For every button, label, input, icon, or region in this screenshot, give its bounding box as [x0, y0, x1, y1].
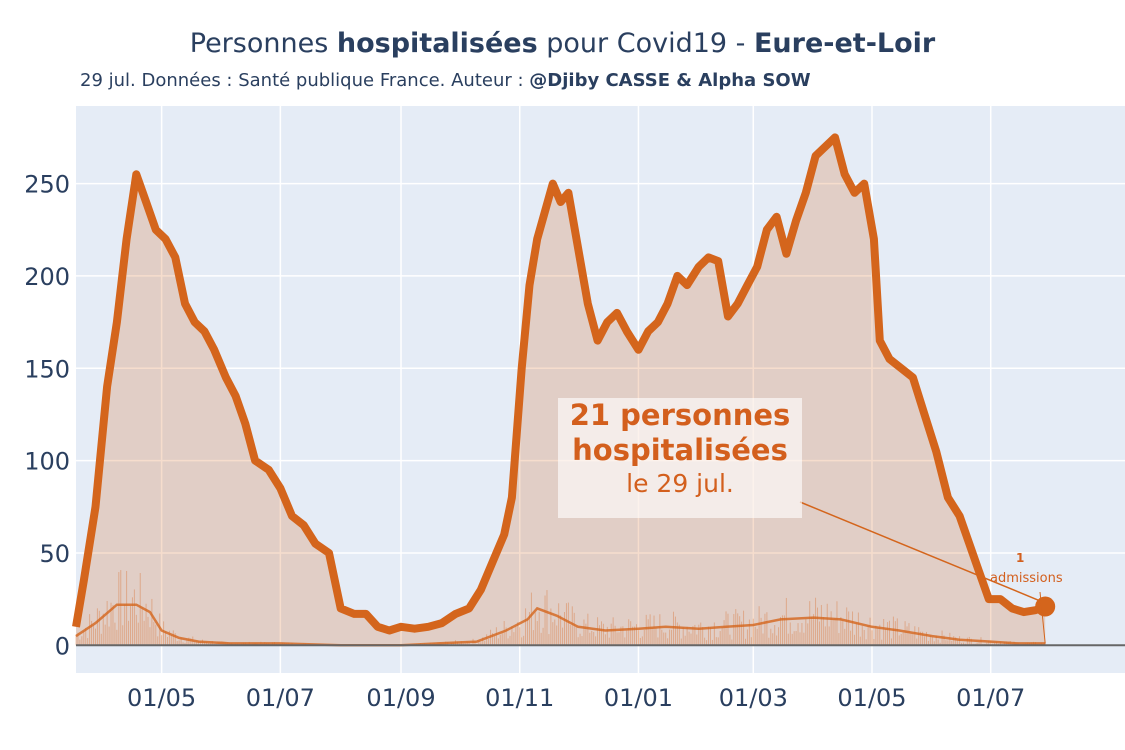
x-axis-ticks: 01/05 01/07 01/09 01/11 01/01 01/03 01/05 01/07 [127, 684, 1025, 712]
chart-title: Personnes hospitalisées pour Covid19 - E… [189, 28, 936, 59]
x-tick-label: 01/07 [246, 684, 315, 712]
callout-arrow [799, 501, 1040, 602]
callout-line-1: 21 personnes [569, 398, 791, 432]
y-tick-label: 100 [24, 448, 70, 476]
callout-box: 21 personnes hospitalisées le 29 jul. [558, 398, 802, 518]
admissions-arrow [1039, 591, 1046, 644]
callout-date: le 29 jul. [626, 469, 734, 498]
x-tick-label: 01/01 [604, 684, 673, 712]
hospitalisations-area [76, 137, 1046, 646]
plot-background [76, 106, 1125, 673]
y-tick-label: 50 [39, 540, 70, 568]
x-tick-label: 01/11 [485, 684, 554, 712]
admissions-count: 1 [1016, 551, 1025, 565]
hospitalisations-line [72, 133, 1047, 635]
x-tick-label: 01/05 [127, 684, 196, 712]
x-tick-label: 01/05 [837, 684, 906, 712]
last-value-marker [1035, 596, 1056, 617]
y-tick-label: 0 [55, 632, 70, 660]
y-tick-label: 250 [24, 171, 70, 199]
y-axis-ticks: 0 50 100 150 200 250 [24, 171, 70, 661]
x-tick-label: 01/09 [366, 684, 435, 712]
x-tick-label: 01/03 [719, 684, 788, 712]
admissions-label: admissions [990, 571, 1063, 586]
y-tick-label: 150 [24, 355, 70, 383]
admissions-average-line [75, 603, 1046, 647]
chart-subtitle: 29 jul. Données : Santé publique France.… [80, 70, 811, 91]
x-tick-label: 01/07 [956, 684, 1025, 712]
callout-line-2: hospitalisées [572, 433, 788, 467]
y-tick-label: 200 [24, 263, 70, 291]
